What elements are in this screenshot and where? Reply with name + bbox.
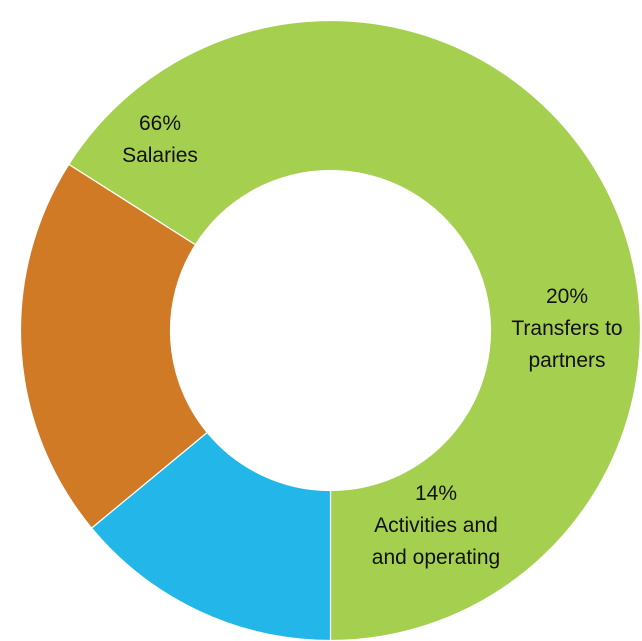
slice-label-salaries: 66% Salaries	[122, 112, 198, 167]
slice-label-line: 14%	[415, 482, 457, 505]
donut-slice-activities-and-operating	[90, 431, 332, 641]
slice-label-transfers-to-partners: 20% Transfers to partners	[511, 285, 622, 372]
slice-label-line: 20%	[546, 285, 588, 308]
slice-label-line: Salaries	[122, 144, 198, 167]
donut-slice-salaries	[67, 19, 642, 641]
slice-label-line: 66%	[139, 112, 181, 135]
slice-label-line: and operating	[372, 546, 500, 569]
slice-label-line: Transfers to	[511, 317, 622, 340]
donut-slice-transfers-to-partners	[19, 163, 209, 529]
slice-label-line: Activities and	[374, 514, 498, 537]
slice-label-activities-and-operating: 14% Activities and and operating	[372, 482, 500, 569]
slice-label-line: partners	[528, 349, 605, 372]
